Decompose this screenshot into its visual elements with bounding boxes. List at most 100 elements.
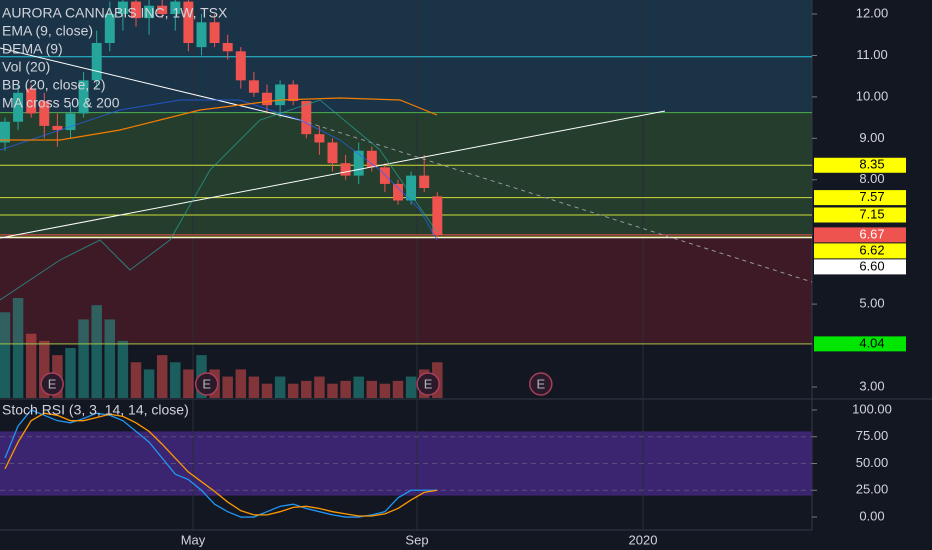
earnings-marker bbox=[416, 372, 440, 396]
candle-body bbox=[78, 80, 89, 114]
level-tag-label: 6.62 bbox=[859, 242, 884, 257]
legend-indicator: Vol (20) bbox=[2, 59, 50, 75]
candle-body bbox=[419, 175, 430, 189]
candle-body bbox=[0, 121, 10, 143]
candle-body bbox=[52, 125, 63, 131]
y-tick-label: 25.00 bbox=[856, 482, 889, 497]
legend-indicator: DEMA (9) bbox=[2, 41, 63, 57]
candle-body bbox=[117, 1, 128, 15]
x-tick-label: Sep bbox=[405, 532, 428, 547]
volume-bar bbox=[274, 376, 286, 398]
legend-title: AURORA CANNABIS INC, 1W, TSX bbox=[2, 5, 228, 21]
level-tag bbox=[814, 243, 906, 259]
candle-body bbox=[104, 14, 115, 44]
trendline bbox=[0, 47, 301, 121]
legend-indicator: BB (20, close, 2) bbox=[2, 77, 106, 93]
zone-red bbox=[0, 236, 812, 345]
volume-bar bbox=[78, 319, 89, 398]
candle-body bbox=[248, 80, 259, 93]
y-tick-label: 8.00 bbox=[859, 171, 884, 186]
level-tag bbox=[814, 259, 906, 275]
trendline bbox=[0, 110, 666, 239]
level-tag-label: 6.60 bbox=[859, 258, 884, 273]
x-tick-label: May bbox=[181, 532, 206, 547]
candle-body bbox=[131, 1, 141, 19]
earnings-label: E bbox=[202, 376, 211, 391]
volume-bar bbox=[0, 312, 11, 398]
zone-green bbox=[0, 112, 812, 236]
volume-bar bbox=[183, 369, 194, 398]
volume-bar bbox=[248, 376, 260, 398]
stoch-title: Stoch RSI (3, 3, 14, 14, close) bbox=[2, 402, 189, 418]
y-tick-label: 10.00 bbox=[856, 88, 889, 103]
level-tag-label: 6.67 bbox=[859, 226, 884, 241]
plot: May Sep 2020 12.00 11.00 10.00 9.00 8.00 5.00 3.0… bbox=[0, 0, 892, 547]
volume-bar bbox=[170, 362, 181, 398]
volume-bar bbox=[327, 383, 338, 398]
legend: AURORA CANNABIS INC, 1W, TSX EMA (9, clo… bbox=[2, 5, 228, 418]
y-tick-label: 75.00 bbox=[856, 428, 889, 443]
candle-body bbox=[262, 92, 272, 106]
level-tag bbox=[814, 227, 906, 243]
candle-body bbox=[314, 134, 325, 143]
earnings-marker bbox=[529, 372, 553, 396]
level-tag-label: 4.04 bbox=[859, 335, 884, 350]
volume-bar bbox=[130, 362, 142, 398]
y-tick-label: 12.00 bbox=[856, 5, 889, 20]
candle-body bbox=[26, 88, 37, 114]
earnings-marker bbox=[40, 372, 64, 396]
candle-body bbox=[196, 22, 207, 48]
candle-body bbox=[157, 5, 168, 15]
volume-bar bbox=[301, 380, 312, 398]
volume-bar bbox=[392, 380, 404, 398]
volume-bar bbox=[156, 355, 168, 398]
trendline-dashed bbox=[299, 119, 813, 283]
legend-indicator: EMA (9, close) bbox=[2, 23, 93, 39]
candle-body bbox=[275, 84, 286, 106]
y-tick-label: 0.00 bbox=[859, 508, 884, 523]
y-tick-label: 5.00 bbox=[859, 296, 884, 311]
earnings-label: E bbox=[48, 376, 57, 391]
x-tick-label: 2020 bbox=[629, 532, 658, 547]
bb-basis bbox=[0, 99, 438, 241]
legend-indicator: MA cross 50 & 200 bbox=[2, 95, 120, 111]
candle-body bbox=[65, 113, 76, 131]
candle-body bbox=[432, 196, 443, 235]
earnings-label: E bbox=[536, 376, 545, 391]
volume-bar bbox=[235, 369, 247, 398]
volume-bar bbox=[287, 383, 299, 398]
earnings-marker bbox=[194, 372, 219, 396]
candle-body bbox=[235, 51, 246, 81]
level-tag bbox=[814, 207, 906, 223]
volume-bar bbox=[353, 376, 364, 398]
candle-body bbox=[170, 1, 181, 15]
volume-bar bbox=[25, 333, 37, 398]
candle-body bbox=[393, 183, 403, 201]
candle-body bbox=[91, 43, 102, 81]
candle-body bbox=[366, 150, 377, 168]
candle-body bbox=[222, 43, 233, 52]
volume-bar bbox=[143, 369, 155, 398]
level-tag-label: 7.15 bbox=[859, 206, 884, 221]
volume-bar bbox=[12, 298, 24, 398]
level-tag-label: 8.35 bbox=[859, 157, 884, 172]
level-tag bbox=[814, 190, 906, 206]
volume-bar bbox=[39, 340, 50, 398]
y-tick-label: 11.00 bbox=[856, 47, 888, 62]
volume-bar bbox=[261, 383, 273, 398]
volume-bar bbox=[104, 319, 116, 398]
candle-body bbox=[327, 142, 338, 164]
candle-body bbox=[340, 163, 351, 176]
candle-body bbox=[39, 101, 50, 126]
ma-line bbox=[0, 97, 438, 141]
bb-lower bbox=[0, 99, 438, 301]
level-tag-label: 7.57 bbox=[859, 189, 884, 204]
candle-body bbox=[379, 167, 390, 184]
volume-bar bbox=[65, 348, 76, 398]
candle-body bbox=[144, 5, 155, 19]
candle-body bbox=[288, 84, 299, 102]
candle-body bbox=[406, 175, 417, 201]
zone-top bbox=[0, 0, 812, 112]
candle-body bbox=[353, 150, 364, 176]
level-tag bbox=[814, 157, 906, 173]
